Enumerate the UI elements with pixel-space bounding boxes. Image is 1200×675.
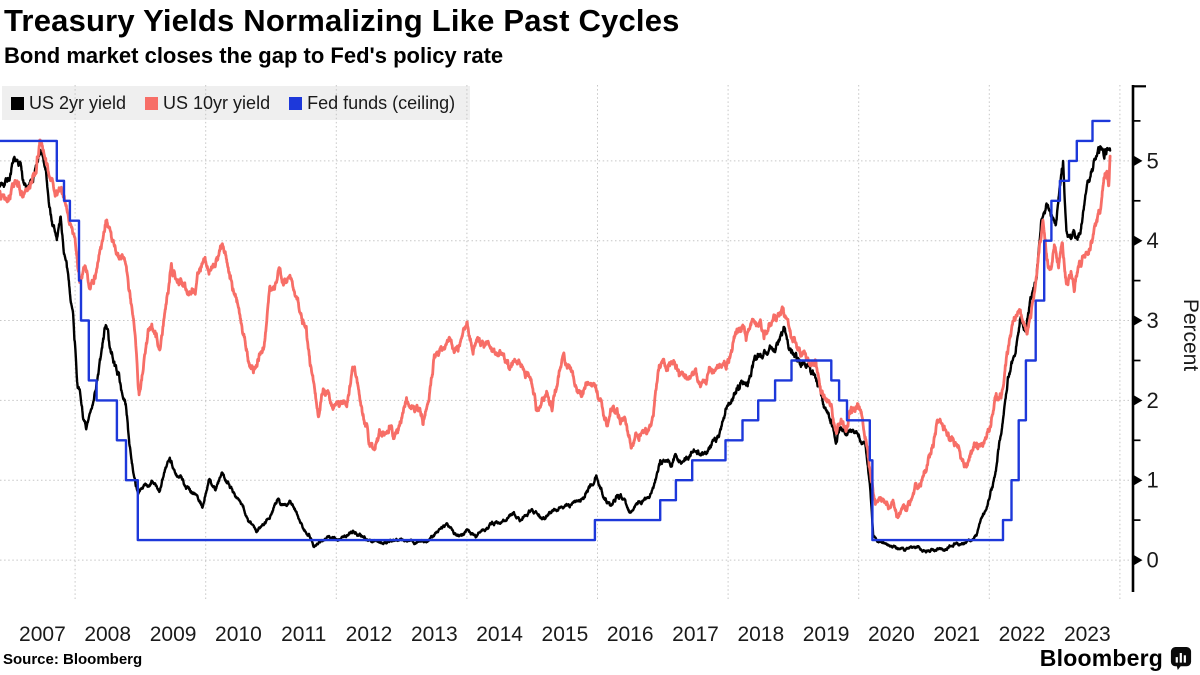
legend-item-us-2yr: US 2yr yield [11,93,126,114]
x-tick-label: 2009 [150,623,197,646]
x-tick-label: 2020 [868,623,915,646]
y-tick-label: 4 [1147,228,1159,253]
y-major-tick [1134,155,1143,166]
y-major-tick [1134,235,1143,246]
x-tick-label: 2018 [737,623,784,646]
x-tick-label: 2008 [84,623,131,646]
x-tick-label: 2019 [803,623,850,646]
x-tick-label: 2017 [672,623,719,646]
bloomberg-logo-icon [1170,647,1192,670]
chart-legend: US 2yr yield US 10yr yield Fed funds (ce… [2,86,470,120]
x-tick-label: 2021 [933,623,980,646]
x-tick-label: 2015 [542,623,589,646]
x-tick-label: 2012 [346,623,393,646]
legend-background [2,86,470,120]
y-tick-label: 5 [1147,148,1159,173]
y-axis-title: Percent [1179,299,1200,372]
page-title: Treasury Yields Normalizing Like Past Cy… [4,3,680,38]
x-tick-label: 2022 [999,623,1046,646]
legend-item-fed-funds: Fed funds (ceiling) [289,93,455,114]
x-tick-label: 2011 [281,623,326,646]
us-2yr-line [0,145,1112,554]
legend-item-us-10yr: US 10yr yield [145,93,270,114]
us-10yr-line [0,138,1112,520]
x-tick-label: 2023 [1064,623,1111,646]
x-tick-label: 2016 [607,623,654,646]
fed-funds-line [0,119,1111,542]
x-tick-label: 2010 [215,623,262,646]
y-tick-label: 0 [1147,548,1159,573]
y-tick-label: 2 [1147,388,1159,413]
bloomberg-wordmark: Bloomberg [1039,645,1163,671]
legend-swatch-fed-funds [289,96,303,110]
y-major-tick [1134,555,1143,566]
x-tick-label: 2013 [411,623,458,646]
source-note: Source: Bloomberg [3,651,143,668]
y-major-tick [1134,315,1143,326]
x-tick-label: 2007 [19,623,66,646]
legend-swatch-us-10yr [145,96,159,110]
y-tick-label: 1 [1147,468,1159,493]
y-major-tick [1134,395,1143,406]
y-major-tick [1134,475,1143,486]
legend-label-us-10yr: US 10yr yield [163,92,271,113]
x-tick-label: 2014 [476,623,523,646]
legend-label-us-2yr: US 2yr yield [29,92,127,113]
legend-swatch-us-2yr [11,96,24,110]
bloomberg-brand: Bloomberg [1040,645,1192,672]
page-subtitle: Bond market closes the gap to Fed's poli… [4,43,504,68]
legend-label-fed-funds: Fed funds (ceiling) [307,92,456,113]
y-tick-label: 3 [1147,308,1159,333]
